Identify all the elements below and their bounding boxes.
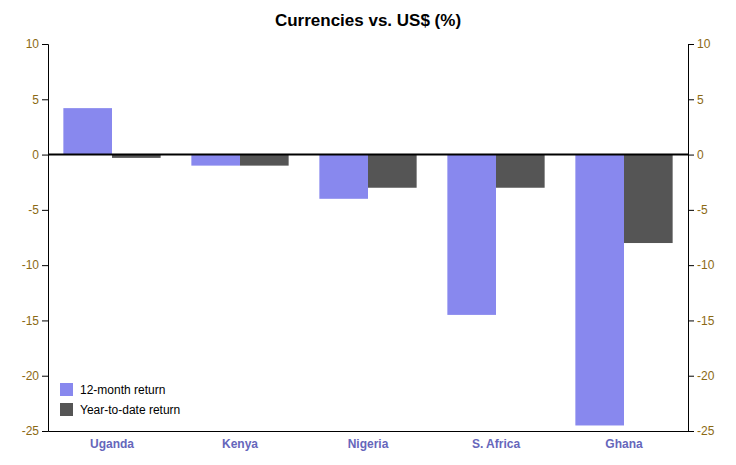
bars xyxy=(63,108,672,425)
x-axis: Uganda Kenya Nigeria S. Africa Ghana xyxy=(49,431,689,451)
bar xyxy=(575,155,624,426)
tick: Kenya xyxy=(222,431,258,451)
bar-series xyxy=(63,108,624,425)
tick-label: 0 xyxy=(32,148,39,162)
bar xyxy=(496,155,545,188)
tick-mark xyxy=(688,99,694,100)
tick-mark xyxy=(42,155,48,156)
bar-series xyxy=(112,155,673,243)
tick: S. Africa xyxy=(472,431,521,451)
tick-mark xyxy=(42,376,48,377)
tick-mark xyxy=(42,44,48,45)
tick-label: -15 xyxy=(22,314,40,328)
tick-label: Kenya xyxy=(222,437,258,451)
tick-label: S. Africa xyxy=(472,437,521,451)
tick-label: Uganda xyxy=(90,437,134,451)
title: Currencies vs. US$ (%) xyxy=(275,11,461,30)
tick: -20 xyxy=(22,369,48,383)
legend-label: 12-month return xyxy=(80,383,165,397)
tick: -5 xyxy=(28,203,48,217)
tick: -25 xyxy=(22,424,48,438)
legend-label: Year-to-date return xyxy=(80,403,180,417)
tick-label: -5 xyxy=(28,203,39,217)
tick-mark xyxy=(688,155,694,156)
tick: 5 xyxy=(688,93,704,107)
y-axis: -25 -20 -15 -10 -5 0 5 10 xyxy=(22,37,49,438)
tick-mark xyxy=(42,320,48,321)
legend-item: Year-to-date return xyxy=(60,403,180,417)
tick: -25 xyxy=(688,424,715,438)
tick-label: Ghana xyxy=(605,437,643,451)
tick-label: -5 xyxy=(697,203,708,217)
tick: 0 xyxy=(32,148,48,162)
tick-mark xyxy=(42,265,48,266)
axis-line xyxy=(49,431,689,432)
tick-mark xyxy=(42,210,48,211)
tick: 10 xyxy=(688,37,711,51)
tick-mark xyxy=(688,44,694,45)
tick-mark xyxy=(688,431,694,432)
tick-label: -25 xyxy=(22,424,40,438)
y2-axis: -25 -20 -15 -10 -5 0 5 10 xyxy=(688,37,715,438)
tick-label: 10 xyxy=(697,37,711,51)
tick-mark xyxy=(688,320,694,321)
tick-label: 5 xyxy=(697,93,704,107)
tick-mark xyxy=(688,210,694,211)
chart: -25 -20 -15 -10 -5 0 5 10 -25 -20 -15 -10 -5 0 5 10 Ugan… xyxy=(0,0,736,465)
bar xyxy=(624,155,673,243)
legend: 12-month return Year-to-date return xyxy=(60,383,180,417)
tick: 5 xyxy=(32,93,48,107)
tick-mark xyxy=(688,265,694,266)
tick: -15 xyxy=(22,314,48,328)
tick: -20 xyxy=(688,369,715,383)
axis-line xyxy=(42,45,49,432)
tick-label: 10 xyxy=(26,37,40,51)
tick-label: -20 xyxy=(22,369,40,383)
axis-line xyxy=(689,45,695,432)
tick: Ghana xyxy=(605,431,643,451)
tick-label: 0 xyxy=(697,148,704,162)
tick-label: -25 xyxy=(697,424,715,438)
tick-label: 5 xyxy=(32,93,39,107)
legend-swatch xyxy=(60,383,73,396)
tick-label: -15 xyxy=(697,314,715,328)
zero-line xyxy=(48,154,688,156)
tick-label: Nigeria xyxy=(348,437,389,451)
bar xyxy=(319,155,368,199)
tick-mark xyxy=(42,99,48,100)
bar xyxy=(63,108,112,154)
tick: Uganda xyxy=(90,431,134,451)
tick-mark xyxy=(42,431,48,432)
tick: -10 xyxy=(688,258,715,272)
bar xyxy=(191,155,240,166)
plot: -25 -20 -15 -10 -5 0 5 10 -25 -20 -15 -10 -5 0 5 10 Ugan… xyxy=(22,37,715,450)
tick-label: -10 xyxy=(22,258,40,272)
tick: 10 xyxy=(26,37,48,51)
bar xyxy=(368,155,417,188)
tick: -5 xyxy=(688,203,708,217)
tick-mark xyxy=(688,376,694,377)
legend-item: 12-month return xyxy=(60,383,165,397)
tick-label: -20 xyxy=(697,369,715,383)
bar xyxy=(240,155,289,166)
tick: -10 xyxy=(22,258,48,272)
tick: Nigeria xyxy=(348,431,389,451)
bar xyxy=(447,155,496,315)
tick: 0 xyxy=(688,148,704,162)
legend-swatch xyxy=(60,403,73,416)
tick: -15 xyxy=(688,314,715,328)
tick-label: -10 xyxy=(697,258,715,272)
